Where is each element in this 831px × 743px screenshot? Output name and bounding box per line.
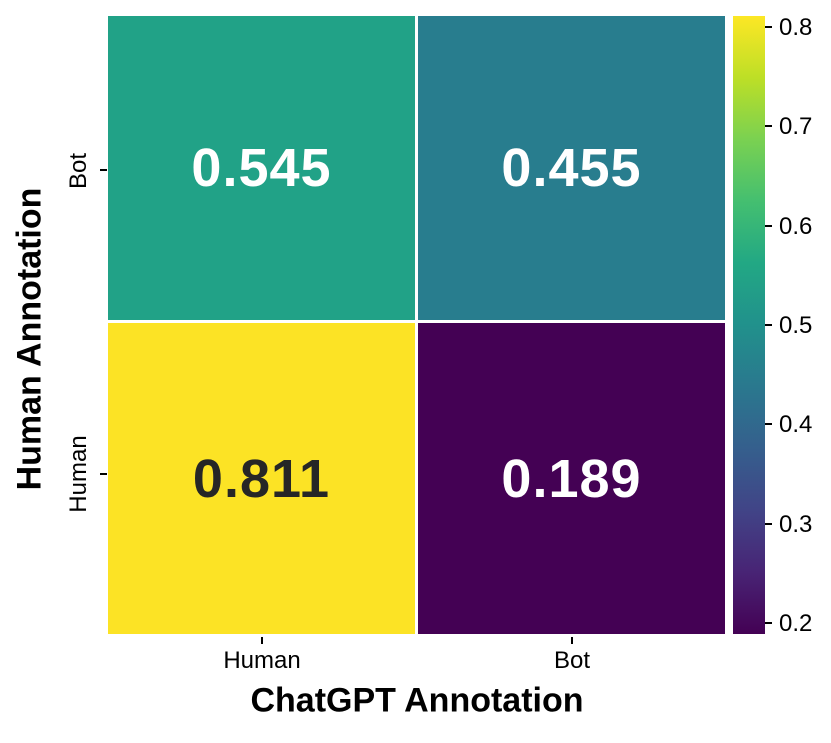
colorbar-tick-label-0-4: 0.4 (779, 411, 813, 438)
x-tick-label-bot: Bot (553, 647, 591, 674)
y-tick-mark-human (100, 473, 107, 475)
colorbar-tick-label-0-6: 0.6 (779, 213, 813, 240)
colorbar-tick-label-0-3: 0.3 (779, 511, 813, 538)
heatmap-cell-bot-bot: 0.455 (418, 16, 725, 320)
colorbar-tick-mark (765, 125, 772, 127)
colorbar-tick-mark (765, 622, 772, 624)
y-axis-label: Human Annotation (10, 187, 49, 491)
y-tick-label-human: Human (65, 435, 92, 513)
colorbar-tick-label-0-2: 0.2 (779, 610, 813, 637)
heatmap-grid: 0.545 0.455 0.811 0.189 (108, 16, 725, 634)
colorbar-tick-mark (765, 423, 772, 425)
colorbar-tick-label-0-7: 0.7 (779, 113, 813, 140)
colorbar-tick-mark (765, 225, 772, 227)
y-tick-label-bot: Bot (65, 152, 92, 190)
colorbar-tick-label-0-5: 0.5 (779, 312, 813, 339)
heatmap-cell-bot-human: 0.545 (108, 16, 415, 320)
colorbar-tick-mark (765, 523, 772, 525)
heatmap-cell-human-human: 0.811 (108, 323, 415, 634)
colorbar-tick-label-0-8: 0.8 (779, 14, 813, 41)
colorbar-gradient (733, 16, 765, 634)
y-tick-mark-bot (100, 169, 107, 171)
colorbar-tick-mark (765, 324, 772, 326)
x-axis-label: ChatGPT Annotation (250, 681, 584, 720)
x-tick-mark-bot (571, 637, 573, 644)
x-tick-label-human: Human (223, 647, 301, 674)
x-tick-mark-human (261, 637, 263, 644)
heatmap-cell-human-bot: 0.189 (418, 323, 725, 634)
colorbar-tick-mark (765, 26, 772, 28)
